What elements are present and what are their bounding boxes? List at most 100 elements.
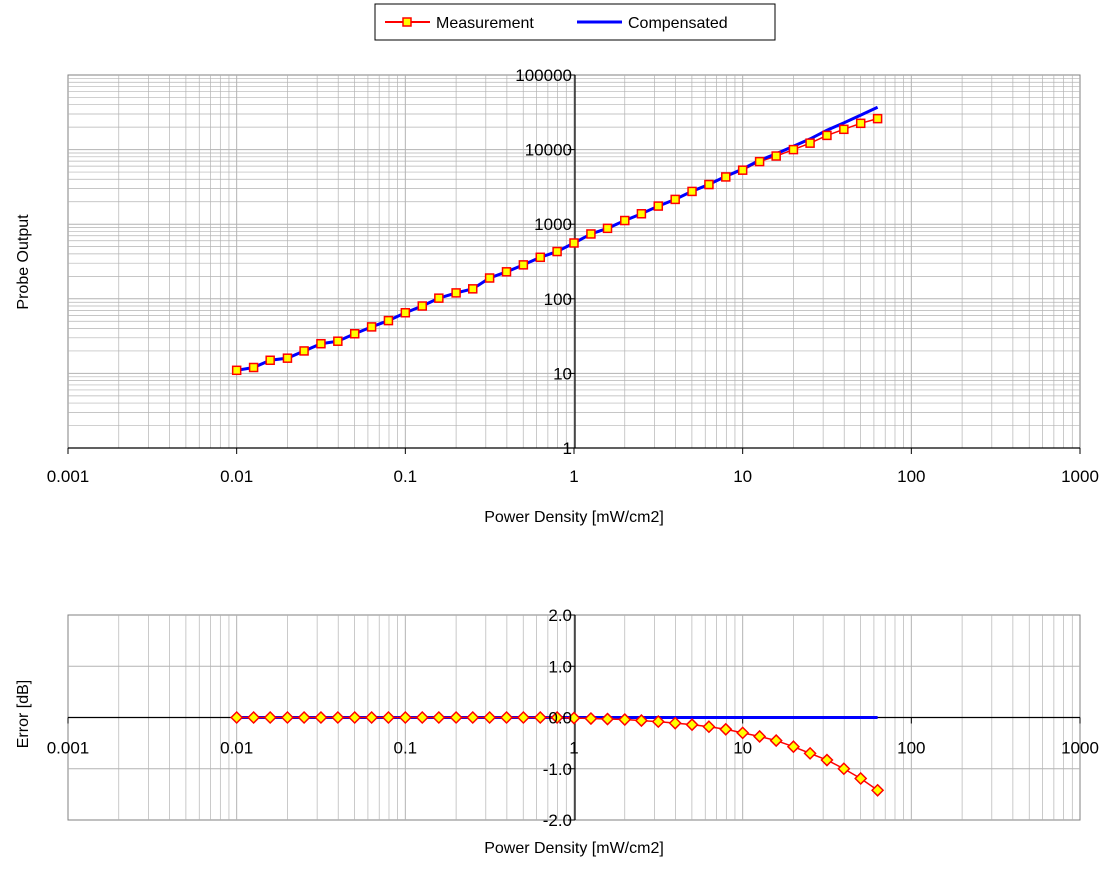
top-axes [67, 74, 1081, 454]
top-y-tick-label: 1000 [534, 215, 572, 234]
legend-measurement-label: Measurement [436, 15, 534, 32]
bottom-y-tick-label: -2.0 [543, 811, 572, 830]
top-measurement-point [265, 355, 275, 366]
top-measurement-point [687, 186, 697, 197]
bottom-measurement-point [230, 710, 244, 725]
bottom-measurement-point [651, 715, 665, 729]
bottom-x-tick-label: 1000 [1061, 739, 1099, 758]
top-measurement-point [822, 130, 832, 141]
top-measurement-point [704, 179, 714, 190]
bottom-measurement-point [533, 710, 547, 725]
top-measurement-point [535, 252, 546, 263]
top-measurement-point [805, 138, 815, 148]
bottom-measurement-point [600, 712, 615, 726]
top-grid [68, 75, 1080, 448]
bottom-measurement-point [415, 710, 429, 725]
top-measurement-point [620, 215, 630, 226]
bottom-x-tick-labels: 0.001 0.01 0.1 1 10 100 1000 [47, 739, 1099, 758]
top-x-tick-label: 100 [897, 467, 925, 486]
bottom-x-tick-label: 100 [897, 739, 925, 758]
top-measurement-point [771, 151, 781, 161]
top-x-tick-label: 0.1 [394, 467, 418, 486]
bottom-series [230, 710, 885, 797]
legend: Measurement Compensated [374, 3, 776, 41]
bottom-measurement-point [483, 710, 497, 725]
top-x-tick-label: 1000 [1061, 467, 1099, 486]
top-y-tick-label: 10 [553, 364, 572, 383]
top-measurement-point [872, 113, 883, 124]
legend-box [374, 3, 776, 41]
bottom-y-axis-title: Error [dB] [15, 680, 32, 748]
bottom-y-tick-label: -1.0 [543, 760, 572, 779]
bottom-measurement-point [786, 740, 801, 754]
bottom-measurement-point [398, 710, 412, 725]
top-measurement-point [670, 194, 680, 205]
bottom-measurement-point [331, 710, 345, 725]
bottom-measurement-point [803, 746, 817, 760]
top-measurement-point [721, 172, 731, 182]
top-x-tick-label: 1 [569, 467, 578, 486]
bottom-measurement-point [837, 762, 851, 776]
top-measurement-point [333, 336, 343, 346]
bottom-measurement-point [584, 711, 598, 726]
bottom-measurement-point [668, 716, 682, 730]
bottom-x-tick-label: 10 [733, 739, 752, 758]
bottom-measurement-point [516, 710, 530, 725]
bottom-measurement-point [466, 710, 480, 725]
top-measurement-point [586, 229, 596, 239]
bottom-x-tick-label: 0.01 [220, 739, 253, 758]
bottom-measurement-point [871, 783, 885, 797]
bottom-x-tick-label: 1 [569, 739, 578, 758]
top-measurement-point [248, 362, 259, 373]
bottom-x-tick-label: 0.001 [47, 739, 90, 758]
bottom-measurement-point [297, 710, 311, 725]
top-y-axis-title: Probe Output [15, 214, 32, 310]
top-measurement-point [788, 144, 799, 155]
bottom-measurement-point [449, 710, 463, 725]
top-y-tick-labels: 1 10 100 1000 10000 100000 [515, 66, 572, 458]
bottom-measurement-point [365, 710, 379, 725]
legend-measurement-marker [402, 17, 412, 27]
bottom-measurement-point [719, 722, 733, 736]
top-measurement-point [552, 246, 562, 257]
bottom-measurement-point [567, 711, 581, 725]
top-measurement-point [434, 293, 444, 303]
top-measurement-point [602, 223, 613, 234]
top-measurement-point [467, 284, 478, 294]
bottom-measurement-point [736, 726, 750, 740]
top-measurement-point [231, 365, 242, 376]
bottom-y-tick-label: 0.0 [548, 709, 572, 728]
top-x-tick-labels: 0.001 0.01 0.1 1 10 100 1000 [47, 467, 1099, 486]
top-measurement-point [451, 288, 461, 298]
top-chart: 0.001 0.01 0.1 1 10 100 1000 1 10 100 1000 10000 10… [15, 66, 1099, 526]
bottom-measurement-point [432, 710, 446, 725]
top-y-tick-label: 10000 [525, 141, 572, 160]
top-measurement-point [366, 322, 377, 332]
bottom-measurement-point [263, 710, 277, 725]
bottom-y-tick-label: 2.0 [548, 606, 572, 625]
bottom-y-tick-labels: -2.0 -1.0 0.0 1.0 2.0 [543, 606, 572, 830]
bottom-y-tick-label: 1.0 [548, 657, 572, 676]
bottom-measurement-point [634, 714, 648, 728]
top-x-tick-label: 0.01 [220, 467, 253, 486]
top-y-tick-label: 100000 [515, 66, 572, 85]
top-measurement-point [518, 260, 529, 270]
top-measurement-point [316, 338, 326, 349]
bottom-measurement-point [702, 720, 716, 734]
top-y-tick-label: 1 [563, 439, 572, 458]
top-measurement-point [282, 353, 293, 363]
top-measurement-point [754, 156, 765, 167]
top-measurement-point [839, 124, 849, 135]
top-measurement-point [383, 315, 394, 326]
bottom-measurement-point [550, 710, 564, 725]
bottom-measurement-point [348, 710, 362, 725]
top-measurement-point [501, 267, 512, 277]
bottom-measurement-point [280, 710, 295, 725]
top-x-tick-label: 0.001 [47, 467, 90, 486]
top-measurement-point [636, 209, 647, 219]
bottom-measurement-point [854, 771, 868, 786]
top-measurement-point [569, 238, 579, 248]
bottom-measurement-point [499, 710, 514, 725]
top-x-tick-label: 10 [733, 467, 752, 486]
